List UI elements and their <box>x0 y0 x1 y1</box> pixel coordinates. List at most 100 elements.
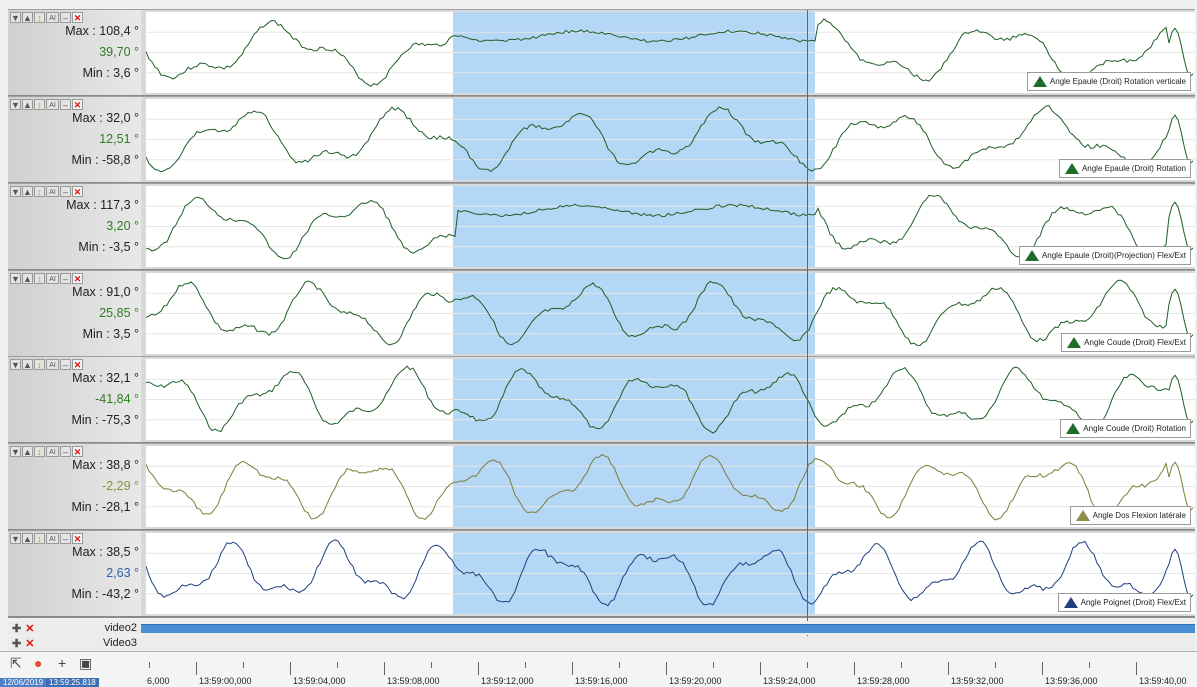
signal-plot[interactable]: Angle Poignet (Droit) Flex/Ext <box>146 533 1195 614</box>
close-icon[interactable]: ✕ <box>25 623 35 635</box>
minimize-icon[interactable]: – <box>60 12 71 23</box>
signal-track[interactable]: ▼ ▲ ↕ AI – ✕ Max : 32,0 ° 12,51 ° Min : … <box>8 96 1195 184</box>
min-value: Min : 3,5 ° <box>82 327 139 341</box>
triangle-up-icon[interactable]: ▲ <box>22 359 33 370</box>
signal-line <box>146 279 1194 347</box>
time-display: 13:59:25.818 <box>46 678 99 687</box>
filmstrip-icon[interactable]: ▣ <box>79 655 93 671</box>
close-icon[interactable]: ✕ <box>72 446 83 457</box>
close-icon[interactable]: ✕ <box>72 273 83 284</box>
auto-scale-icon[interactable]: AI <box>46 446 59 457</box>
close-icon[interactable]: ✕ <box>72 99 83 110</box>
fit-vertical-icon[interactable]: ↕ <box>34 446 45 457</box>
minimize-icon[interactable]: – <box>60 446 71 457</box>
fit-vertical-icon[interactable]: ↕ <box>34 533 45 544</box>
fit-vertical-icon[interactable]: ↕ <box>34 12 45 23</box>
track-header: ▼ ▲ ↕ AI – ✕ Max : 32,0 ° 12,51 ° Min : … <box>8 97 141 182</box>
time-ruler[interactable]: ⇱ ● + ▣ 12/06/2019 13:59:25.818 6,000 13… <box>0 651 1197 687</box>
auto-scale-icon[interactable]: AI <box>46 99 59 110</box>
triangle-down-icon[interactable]: ▼ <box>10 12 21 23</box>
tick-mark <box>478 662 479 675</box>
auto-scale-icon[interactable]: AI <box>46 273 59 284</box>
video-timeline-bar[interactable] <box>141 624 1195 633</box>
current-value: -41,84 ° <box>95 392 139 406</box>
triangle-down-icon[interactable]: ▼ <box>10 533 21 544</box>
triangle-up-icon[interactable]: ▲ <box>22 533 33 544</box>
triangle-down-icon[interactable]: ▼ <box>10 99 21 110</box>
close-icon[interactable]: ✕ <box>72 359 83 370</box>
minor-tick <box>619 662 620 668</box>
add-icon[interactable]: ✚ <box>12 638 22 650</box>
signal-plot[interactable]: Angle Epaule (Droit)(Projection) Flex/Ex… <box>146 186 1195 267</box>
max-value: Max : 117,3 ° <box>66 198 139 212</box>
signal-track[interactable]: ▼ ▲ ↕ AI – ✕ Max : 38,5 ° 2,63 ° Min : -… <box>8 530 1195 618</box>
min-value: Min : -28,1 ° <box>71 500 139 514</box>
signal-legend[interactable]: Angle Poignet (Droit) Flex/Ext <box>1057 593 1191 612</box>
minimize-icon[interactable]: – <box>60 359 71 370</box>
min-value: Min : -58,8 ° <box>71 153 139 167</box>
tick-mark <box>666 662 667 675</box>
current-value: 39,70 ° <box>99 45 139 59</box>
minimize-icon[interactable]: – <box>60 533 71 544</box>
signal-name: Angle Dos Flexion latérale <box>1092 511 1186 520</box>
triangle-up-icon[interactable]: ▲ <box>22 99 33 110</box>
signal-plot[interactable]: Angle Epaule (Droit) Rotation <box>146 99 1195 180</box>
signal-legend[interactable]: Angle Epaule (Droit) Rotation <box>1058 159 1191 178</box>
signal-plot[interactable]: Angle Coude (Droit) Flex/Ext <box>146 273 1195 354</box>
signal-legend[interactable]: Angle Coude (Droit) Rotation <box>1060 419 1191 438</box>
signal-legend[interactable]: Angle Coude (Droit) Flex/Ext <box>1061 333 1191 352</box>
close-icon[interactable]: ✕ <box>72 186 83 197</box>
min-value: Min : -43,2 ° <box>71 587 139 601</box>
marker-pin-icon[interactable]: ● <box>34 655 43 671</box>
track-header: ▼ ▲ ↕ AI – ✕ Max : 91,0 ° 25,85 ° Min : … <box>8 271 141 356</box>
fit-vertical-icon[interactable]: ↕ <box>34 99 45 110</box>
signal-track[interactable]: ▼ ▲ ↕ AI – ✕ Max : 117,3 ° 3,20 ° Min : … <box>8 183 1195 271</box>
signal-legend[interactable]: Angle Dos Flexion latérale <box>1069 506 1191 525</box>
minimize-icon[interactable]: – <box>60 99 71 110</box>
max-value: Max : 38,5 ° <box>72 545 139 559</box>
signal-track[interactable]: ▼ ▲ ↕ AI – ✕ Max : 38,8 ° -2,29 ° Min : … <box>8 443 1195 531</box>
playhead-cursor[interactable] <box>807 10 808 650</box>
triangle-down-icon[interactable]: ▼ <box>10 186 21 197</box>
export-icon[interactable]: ⇱ <box>10 655 22 671</box>
signal-triangle-icon <box>1075 510 1090 521</box>
signal-legend[interactable]: Angle Epaule (Droit)(Projection) Flex/Ex… <box>1018 246 1191 265</box>
triangle-up-icon[interactable]: ▲ <box>22 273 33 284</box>
fit-vertical-icon[interactable]: ↕ <box>34 273 45 284</box>
video-label: video2 <box>104 622 137 634</box>
signal-plot[interactable]: Angle Epaule (Droit) Rotation verticale <box>146 12 1195 93</box>
close-icon[interactable]: ✕ <box>72 12 83 23</box>
minimize-icon[interactable]: – <box>60 273 71 284</box>
max-value: Max : 108,4 ° <box>65 24 139 38</box>
triangle-up-icon[interactable]: ▲ <box>22 186 33 197</box>
triangle-down-icon[interactable]: ▼ <box>10 273 21 284</box>
signal-name: Angle Epaule (Droit) Rotation verticale <box>1049 77 1186 86</box>
fit-vertical-icon[interactable]: ↕ <box>34 186 45 197</box>
triangle-down-icon[interactable]: ▼ <box>10 446 21 457</box>
auto-scale-icon[interactable]: AI <box>46 12 59 23</box>
minor-tick <box>431 662 432 668</box>
close-icon[interactable]: ✕ <box>25 638 35 650</box>
signal-name: Angle Poignet (Droit) Flex/Ext <box>1080 598 1186 607</box>
triangle-up-icon[interactable]: ▲ <box>22 12 33 23</box>
auto-scale-icon[interactable]: AI <box>46 359 59 370</box>
signal-track[interactable]: ▼ ▲ ↕ AI – ✕ Max : 91,0 ° 25,85 ° Min : … <box>8 270 1195 358</box>
minimize-icon[interactable]: – <box>60 186 71 197</box>
add-marker-icon[interactable]: + <box>58 655 67 671</box>
auto-scale-icon[interactable]: AI <box>46 186 59 197</box>
max-value: Max : 38,8 ° <box>72 458 139 472</box>
auto-scale-icon[interactable]: AI <box>46 533 59 544</box>
signal-plot[interactable]: Angle Dos Flexion latérale <box>146 446 1195 527</box>
signal-track[interactable]: ▼ ▲ ↕ AI – ✕ Max : 108,4 ° 39,70 ° Min :… <box>8 9 1195 97</box>
triangle-down-icon[interactable]: ▼ <box>10 359 21 370</box>
tick-label: 13:59:24,000 <box>763 676 816 686</box>
signal-track[interactable]: ▼ ▲ ↕ AI – ✕ Max : 32,1 ° -41,84 ° Min :… <box>8 356 1195 444</box>
signal-plot[interactable]: Angle Coude (Droit) Rotation <box>146 359 1195 440</box>
minor-tick <box>525 662 526 668</box>
minor-tick <box>1089 662 1090 668</box>
fit-vertical-icon[interactable]: ↕ <box>34 359 45 370</box>
triangle-up-icon[interactable]: ▲ <box>22 446 33 457</box>
close-icon[interactable]: ✕ <box>72 533 83 544</box>
add-icon[interactable]: ✚ <box>12 623 22 635</box>
signal-legend[interactable]: Angle Epaule (Droit) Rotation verticale <box>1026 72 1191 91</box>
